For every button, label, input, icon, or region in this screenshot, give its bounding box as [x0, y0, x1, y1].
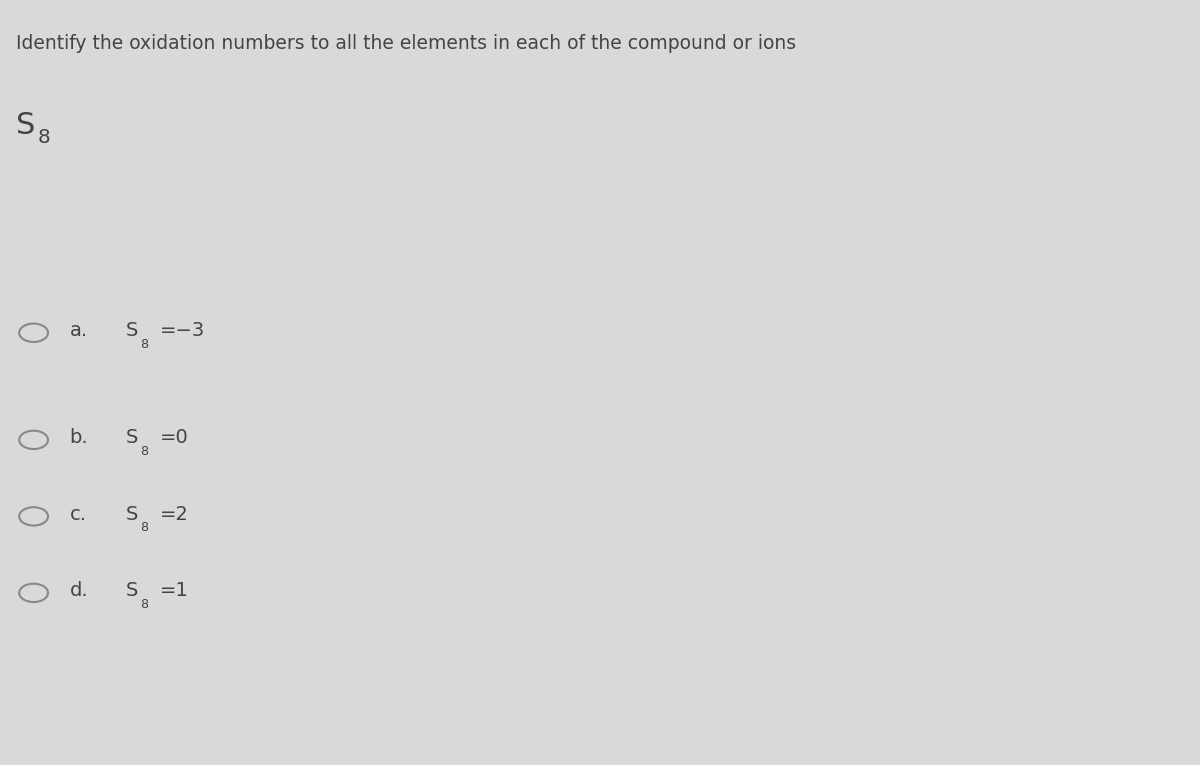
- Text: =−3: =−3: [160, 321, 205, 340]
- Text: S: S: [126, 321, 138, 340]
- Text: =1: =1: [160, 581, 188, 600]
- Text: S: S: [126, 505, 138, 523]
- Text: S: S: [16, 111, 35, 140]
- Text: 8: 8: [140, 338, 149, 350]
- Text: =0: =0: [160, 428, 188, 447]
- Text: Identify the oxidation numbers to all the elements in each of the compound or io: Identify the oxidation numbers to all th…: [16, 34, 796, 54]
- Text: 8: 8: [140, 522, 149, 534]
- Text: S: S: [126, 581, 138, 600]
- Text: a.: a.: [70, 321, 88, 340]
- Text: 8: 8: [140, 445, 149, 457]
- Text: d.: d.: [70, 581, 89, 600]
- Text: =2: =2: [160, 505, 188, 523]
- Text: b.: b.: [70, 428, 89, 447]
- Text: 8: 8: [37, 128, 50, 147]
- Text: 8: 8: [140, 598, 149, 610]
- Text: S: S: [126, 428, 138, 447]
- Text: c.: c.: [70, 505, 86, 523]
